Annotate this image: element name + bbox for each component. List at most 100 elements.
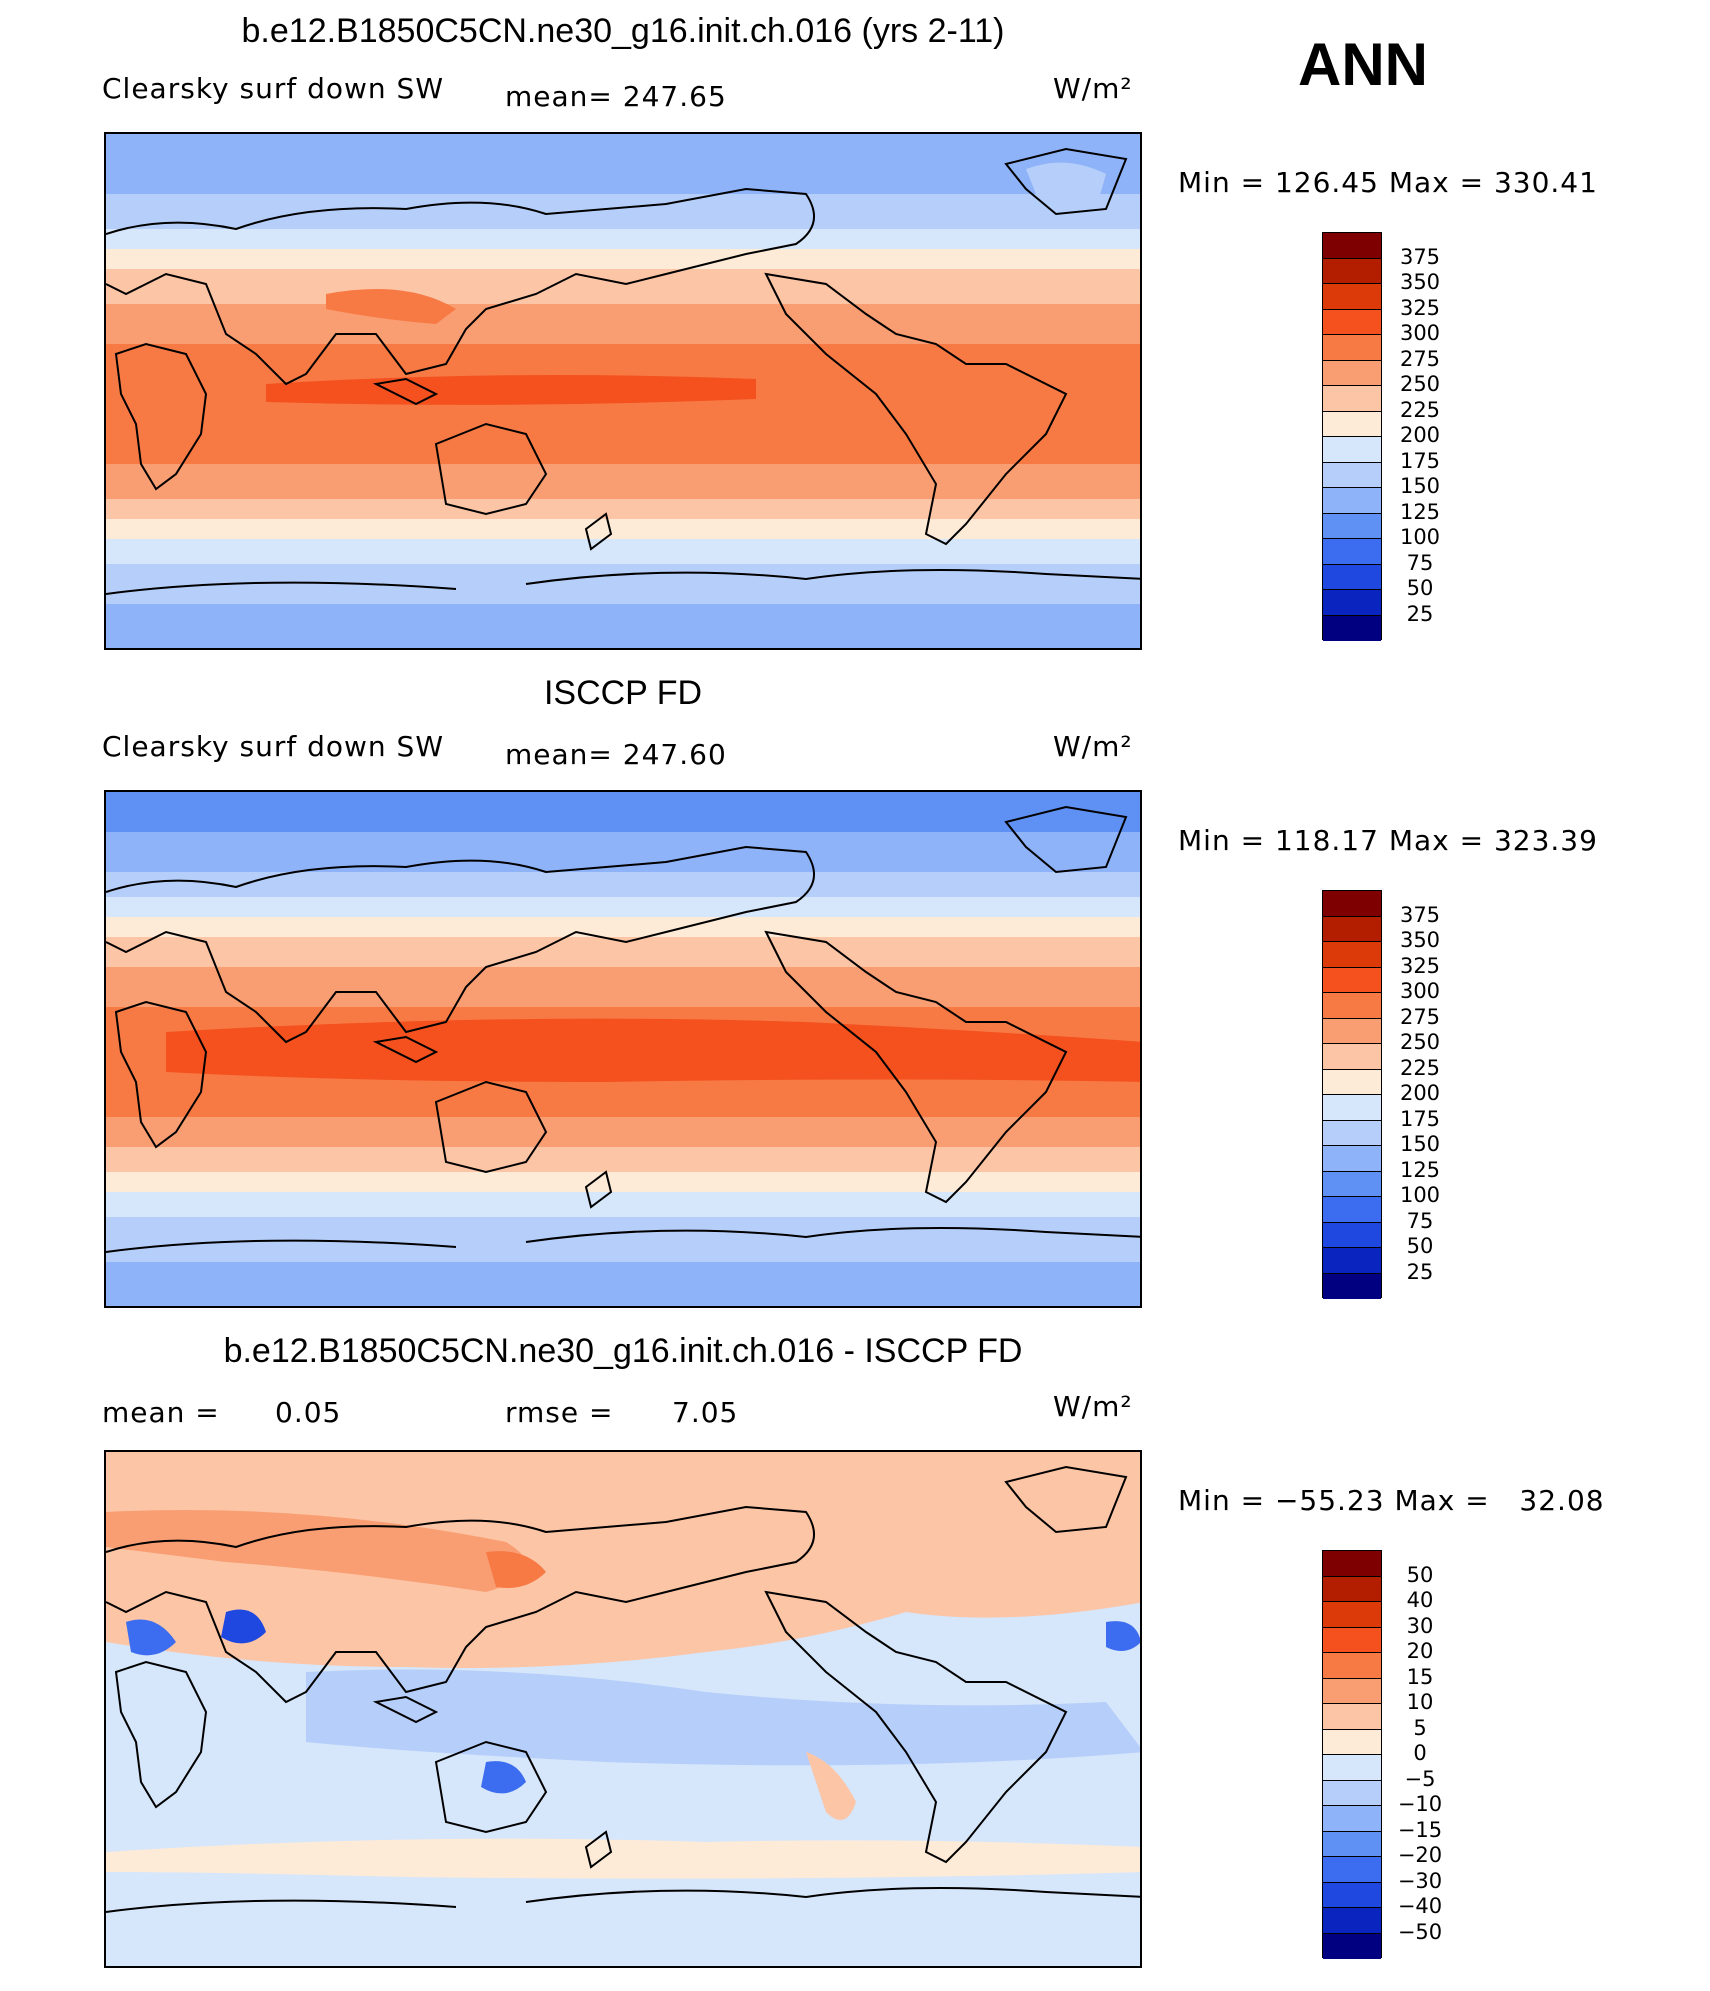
panel1-units: W/m² — [1053, 72, 1133, 105]
panel2-bands — [106, 792, 1140, 1306]
colorbar-box — [1323, 1197, 1381, 1223]
colorbar-tick-label: 225 — [1399, 397, 1441, 422]
colorbar-tick-label: −15 — [1397, 1817, 1443, 1842]
panel2-map — [104, 790, 1142, 1308]
panel2-colorbar — [1322, 890, 1382, 1299]
panel1-map — [104, 132, 1142, 650]
colorbar-box — [1323, 309, 1381, 335]
colorbar-tick-label: 175 — [1399, 448, 1441, 473]
colorbar-box — [1323, 437, 1381, 463]
colorbar-tick-label: 200 — [1399, 1081, 1441, 1105]
colorbar-tick-label: 15 — [1406, 1664, 1434, 1689]
colorbar-tick-label: 150 — [1399, 1132, 1441, 1156]
colorbar-tick-label: 50 — [1406, 1234, 1434, 1258]
colorbar-tick-label: −30 — [1397, 1868, 1443, 1893]
colorbar-box — [1323, 1780, 1381, 1806]
colorbar-tick-label: 20 — [1406, 1639, 1434, 1663]
colorbar-tick-label: 50 — [1406, 576, 1434, 600]
panel2-mean-label: mean= 247.60 — [505, 738, 727, 771]
colorbar-box — [1323, 539, 1381, 565]
colorbar-tick-label: 350 — [1399, 270, 1441, 294]
colorbar-tick-label: 50 — [1406, 1562, 1434, 1587]
colorbar-box — [1323, 258, 1381, 284]
panel3-rmse-value: 7.05 — [672, 1396, 739, 1429]
panel2-units: W/m² — [1053, 730, 1133, 763]
colorbar-tick-label: −5 — [1404, 1766, 1436, 1791]
panel1-bands — [106, 134, 1140, 648]
colorbar-box — [1323, 284, 1381, 310]
panel3-contour-map — [106, 1452, 1140, 1966]
colorbar-tick-label: 350 — [1399, 928, 1441, 952]
colorbar-box — [1323, 1653, 1381, 1679]
colorbar-box — [1323, 1222, 1381, 1248]
colorbar-box — [1323, 1069, 1381, 1095]
colorbar-tick-label: 100 — [1399, 1183, 1441, 1207]
panel2-variable-label: Clearsky surf down SW — [102, 730, 445, 763]
colorbar-tick-label: −40 — [1397, 1894, 1443, 1918]
panel1-contour-map — [106, 134, 1140, 648]
colorbar-tick-label: 325 — [1399, 953, 1441, 978]
colorbar-tick-label: 125 — [1399, 499, 1441, 524]
colorbar-box — [1323, 1146, 1381, 1172]
colorbar-tick-label: 250 — [1399, 372, 1441, 396]
colorbar-tick-label: 150 — [1399, 474, 1441, 498]
colorbar-tick-label: 200 — [1399, 423, 1441, 447]
colorbar-box — [1323, 1602, 1381, 1628]
colorbar-box — [1323, 488, 1381, 514]
panel2-minmax: Min = 118.17 Max = 323.39 — [1178, 824, 1598, 857]
colorbar-tick-label: 375 — [1399, 902, 1441, 927]
panel1-variable-label: Clearsky surf down SW — [102, 72, 445, 105]
colorbar-tick-label: 5 — [1413, 1715, 1427, 1740]
panel1-title: b.e12.B1850C5CN.ne30_g16.init.ch.016 (yr… — [241, 12, 1005, 50]
colorbar-box — [1323, 1678, 1381, 1704]
colorbar-tick-label: 250 — [1399, 1030, 1441, 1054]
colorbar-tick-label: 225 — [1399, 1055, 1441, 1080]
colorbar-tick-label: −50 — [1397, 1919, 1443, 1944]
colorbar-tick-label: 10 — [1406, 1690, 1434, 1714]
colorbar-tick-label: 300 — [1399, 979, 1441, 1003]
colorbar-box — [1323, 1729, 1381, 1755]
colorbar-box — [1323, 891, 1381, 917]
colorbar-tick-label: 275 — [1399, 346, 1441, 371]
panel2-mean-value: 247.60 — [622, 738, 727, 771]
colorbar-tick-label: 325 — [1399, 295, 1441, 320]
panel3-title: b.e12.B1850C5CN.ne30_g16.init.ch.016 - I… — [223, 1332, 1023, 1370]
colorbar-box — [1323, 590, 1381, 616]
season-label: ANN — [1298, 31, 1428, 98]
colorbar-box — [1323, 1627, 1381, 1653]
panel1-mean-value: 247.65 — [622, 80, 727, 113]
panel3-rmse-label: rmse = — [505, 1396, 614, 1429]
colorbar-box — [1323, 1908, 1381, 1934]
colorbar-box — [1323, 615, 1381, 641]
colorbar-box — [1323, 564, 1381, 590]
colorbar-tick-label: 75 — [1406, 1208, 1434, 1233]
colorbar-box — [1323, 1273, 1381, 1299]
colorbar-box — [1323, 1933, 1381, 1959]
colorbar-box — [1323, 1857, 1381, 1883]
colorbar-box — [1323, 1044, 1381, 1070]
colorbar-box — [1323, 411, 1381, 437]
panel3-colorbar — [1322, 1550, 1382, 1959]
colorbar-box — [1323, 916, 1381, 942]
panel3-mean-label: mean = — [102, 1396, 220, 1429]
colorbar-box — [1323, 993, 1381, 1019]
colorbar-box — [1323, 233, 1381, 259]
panel2-coastlines — [106, 805, 1140, 1253]
colorbar-box — [1323, 1755, 1381, 1781]
colorbar-tick-label: 75 — [1406, 550, 1434, 575]
colorbar-box — [1323, 1704, 1381, 1730]
colorbar-box — [1323, 360, 1381, 386]
panel3-coastlines — [106, 1465, 1140, 1913]
colorbar-tick-label: 40 — [1406, 1588, 1434, 1612]
panel3-map — [104, 1450, 1142, 1968]
colorbar-box — [1323, 1576, 1381, 1602]
panel1-minmax: Min = 126.45 Max = 330.41 — [1178, 166, 1598, 199]
colorbar-box — [1323, 1831, 1381, 1857]
colorbar-tick-label: 30 — [1406, 1613, 1434, 1638]
colorbar-box — [1323, 942, 1381, 968]
colorbar-box — [1323, 386, 1381, 412]
colorbar-box — [1323, 1018, 1381, 1044]
panel3-minmax: Min = −55.23 Max = 32.08 — [1178, 1484, 1605, 1517]
colorbar-box — [1323, 1248, 1381, 1274]
colorbar-tick-label: 25 — [1406, 1259, 1434, 1284]
